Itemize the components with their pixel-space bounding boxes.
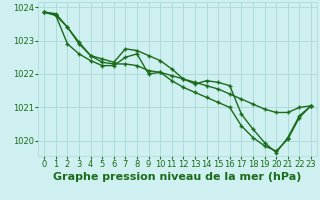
X-axis label: Graphe pression niveau de la mer (hPa): Graphe pression niveau de la mer (hPa)	[53, 172, 302, 182]
